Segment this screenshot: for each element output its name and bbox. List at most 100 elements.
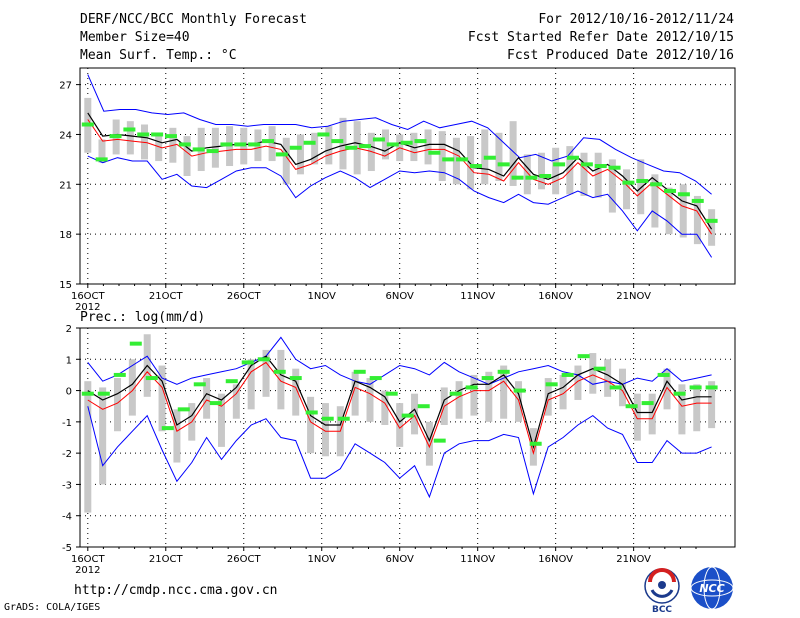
- temp-spread-bar: [339, 117, 347, 170]
- prec-spread-bar: [203, 378, 211, 419]
- temp-spread-bar: [665, 187, 673, 235]
- temp-marker: [151, 132, 164, 137]
- temp-spread-bar: [467, 136, 475, 190]
- prec-marker: [497, 369, 510, 374]
- prec-xtick-label: 16OCT: [71, 554, 106, 565]
- temp-marker: [608, 165, 621, 170]
- prec-spread-bar: [589, 353, 597, 394]
- temp-marker: [400, 140, 413, 145]
- temp-marker: [192, 147, 205, 152]
- temp-marker: [566, 155, 579, 160]
- temp-xtick-label: 16OCT: [71, 291, 106, 302]
- prec-marker: [481, 376, 494, 381]
- temp-marker: [331, 139, 344, 144]
- prec-spread-bar: [321, 403, 329, 457]
- prec-spread-bar: [232, 384, 240, 419]
- temp-marker: [164, 134, 177, 139]
- temp-spread-bar: [637, 159, 645, 215]
- member-size-label: Member Size=40: [80, 30, 190, 45]
- prec-median-line: [87, 361, 712, 455]
- prec-marker: [81, 391, 94, 396]
- prec-ytick-label: -4: [62, 512, 72, 523]
- temp-xtick-label: 21OCT: [149, 291, 184, 302]
- prec-spread-bar: [396, 403, 404, 447]
- temp-ytick-label: 27: [59, 81, 72, 92]
- prec-spread-bar: [708, 381, 716, 429]
- prec-marker: [385, 391, 398, 396]
- temp-spread-bar: [594, 152, 602, 198]
- ncc-logo-text: NCC: [699, 582, 724, 595]
- prec-spread-bar: [648, 393, 656, 435]
- prec-marker: [145, 376, 158, 381]
- temp-ytick-label: 24: [59, 130, 72, 141]
- temp-spread-bar: [296, 134, 304, 175]
- temp-marker: [442, 157, 455, 162]
- temp-marker: [650, 182, 663, 187]
- temp-marker: [95, 157, 108, 162]
- temp-spread-bar: [580, 152, 588, 196]
- temp-marker: [622, 180, 635, 185]
- prec-spread-bar: [574, 365, 582, 400]
- temp-marker: [359, 144, 372, 149]
- prec-marker: [273, 369, 286, 374]
- source-url[interactable]: http://cmdp.ncc.cma.gov.cn: [74, 583, 278, 598]
- prec-marker: [289, 376, 302, 381]
- logos: BCC NCC: [644, 566, 734, 615]
- temp-ytick-label: 18: [59, 230, 72, 241]
- prec-ytick-label: -3: [62, 480, 72, 491]
- temp-ytick-label: 15: [59, 280, 72, 291]
- prec-marker: [321, 416, 334, 421]
- prec-marker: [369, 376, 382, 381]
- temp-marker: [414, 139, 427, 144]
- prec-marker: [97, 391, 110, 396]
- prec-marker: [625, 404, 638, 409]
- temp-spread-bar: [325, 126, 333, 165]
- prec-spread-bar: [366, 378, 374, 422]
- prec-spread-bar: [604, 359, 612, 397]
- temp-marker: [553, 162, 566, 167]
- temp-xtick-label: 6NOV: [386, 291, 415, 302]
- temp-spread-bar: [410, 132, 418, 162]
- prec-marker: [337, 416, 350, 421]
- prec-marker: [577, 354, 590, 359]
- temp-max-line: [87, 74, 712, 195]
- temp-spread-bar: [424, 129, 432, 165]
- temp-marker: [109, 134, 122, 139]
- prec-mean-line: [87, 355, 712, 450]
- ncc-logo: NCC: [690, 566, 734, 610]
- prec-xtick-label: 26OCT: [227, 554, 262, 565]
- prec-marker: [673, 391, 686, 396]
- temp-spread-bar: [382, 129, 390, 160]
- prec-ytick-label: 0: [66, 387, 72, 398]
- prec-max-line: [87, 336, 712, 385]
- prec-marker: [593, 366, 606, 371]
- temp-spread-bar: [552, 147, 560, 195]
- prec-spread-bar: [678, 384, 686, 435]
- temp-marker: [289, 145, 302, 150]
- prec-xtick-label: 1NOV: [308, 554, 337, 565]
- temp-spread-bar: [126, 121, 134, 155]
- temp-median-line: [87, 119, 713, 235]
- prec-spread-bar: [663, 368, 671, 410]
- temp-spread-bar: [537, 152, 545, 190]
- temp-marker: [594, 164, 607, 169]
- prec-spread-bar: [173, 409, 181, 463]
- prec-marker: [561, 372, 574, 377]
- prec-marker: [209, 401, 222, 406]
- temp-marker: [428, 150, 441, 155]
- prec-ytick-label: 1: [66, 355, 72, 366]
- temp-marker: [234, 142, 247, 147]
- prec-xtick-label: 21OCT: [149, 554, 184, 565]
- temp-marker: [275, 152, 288, 157]
- temp-spread-bar: [679, 184, 687, 238]
- temp-marker: [317, 132, 330, 137]
- prec-marker: [545, 382, 558, 387]
- prec-xtick-label: 21NOV: [616, 554, 651, 565]
- prec-spread-bar: [633, 393, 641, 441]
- prec-marker: [161, 426, 174, 431]
- temp-spread-bar: [693, 195, 701, 245]
- temp-marker: [636, 178, 649, 183]
- prec-ytick-label: -5: [62, 543, 72, 554]
- prec-marker: [353, 369, 366, 374]
